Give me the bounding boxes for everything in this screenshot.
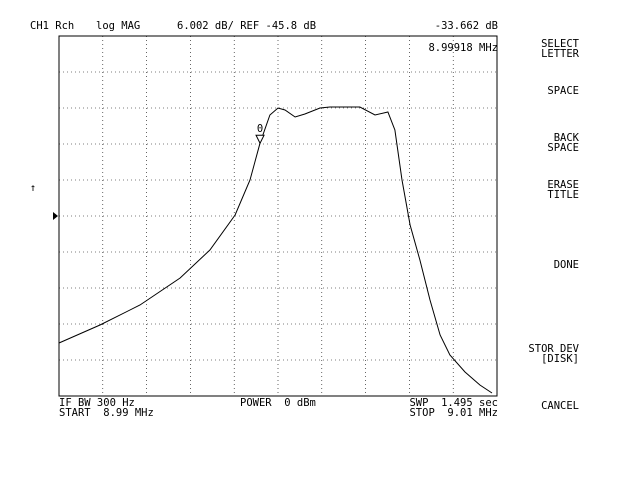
marker-value: -33.662 dB	[435, 20, 498, 32]
plot-frame	[58, 35, 498, 397]
format: log MAG	[96, 20, 140, 32]
softkey-label[interactable]: BACK	[554, 132, 580, 144]
softkey-label[interactable]: CANCEL	[541, 400, 579, 412]
graticule	[59, 36, 497, 396]
trace	[58, 106, 493, 394]
marker	[255, 134, 265, 145]
power: POWER 0 dBm	[240, 397, 316, 409]
stop-frequency: STOP 9.01 MHz	[409, 407, 498, 419]
plot: 0	[58, 106, 493, 394]
channel: CH1 Rch	[30, 20, 74, 32]
if-bandwidth: IF BW 300 Hz	[59, 397, 135, 409]
softkeys: SELECTLETTERSPACEBACKSPACEERASETITLEDONE…	[528, 38, 579, 412]
softkey-label[interactable]: SPACE	[547, 85, 579, 97]
marker-label: 0	[257, 123, 263, 135]
reference-indicator	[53, 212, 58, 220]
softkey-label[interactable]: DONE	[554, 259, 579, 271]
softkey-label[interactable]: STOR DEV	[528, 343, 579, 355]
softkey-label[interactable]: ERASE	[547, 179, 579, 191]
softkey-label[interactable]: TITLE	[547, 189, 579, 201]
sweep-time: SWP 1.495 sec	[409, 397, 498, 409]
softkey-label[interactable]: LETTER	[541, 48, 580, 60]
scale-arrow: ↑	[30, 182, 36, 194]
scale: 6.002 dB/ REF -45.8 dB	[177, 20, 316, 32]
start-frequency: START 8.99 MHz	[59, 407, 154, 419]
softkey-label[interactable]: [DISK]	[541, 353, 579, 365]
marker-frequency: 8.99918 MHz	[428, 42, 498, 54]
softkey-label[interactable]: SELECT	[541, 38, 580, 50]
softkey-label[interactable]: SPACE	[547, 142, 579, 154]
